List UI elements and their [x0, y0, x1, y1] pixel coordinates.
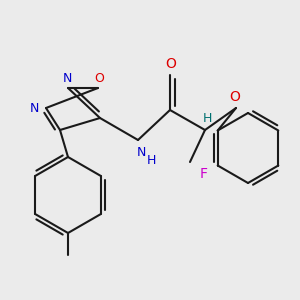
Text: N: N	[29, 101, 39, 115]
Text: O: O	[94, 71, 104, 85]
Text: H: H	[202, 112, 212, 124]
Text: O: O	[230, 90, 240, 104]
Text: O: O	[166, 57, 176, 71]
Text: N: N	[136, 146, 146, 158]
Text: F: F	[200, 167, 208, 181]
Text: H: H	[146, 154, 156, 166]
Text: N: N	[62, 71, 72, 85]
